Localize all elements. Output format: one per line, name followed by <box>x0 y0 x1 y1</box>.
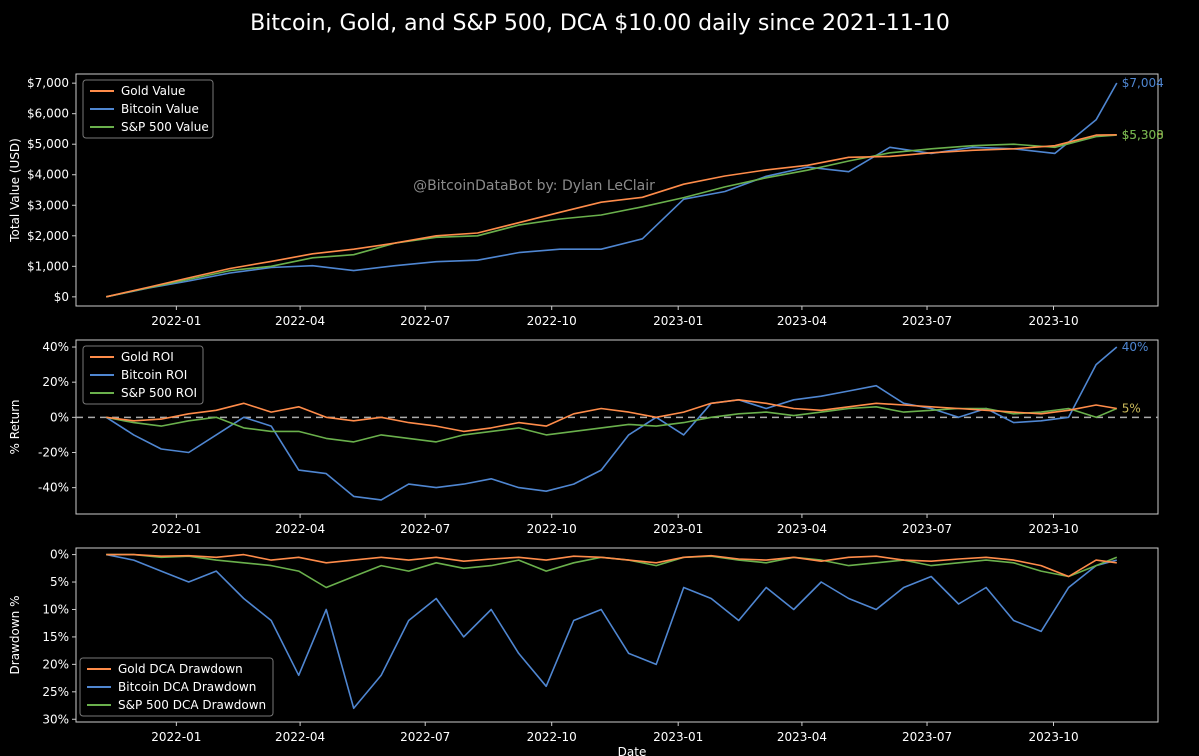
x-tick-label: 2023-10 <box>1028 730 1078 744</box>
x-tick-label: 2023-04 <box>777 522 827 536</box>
x-tick-label: 2022-10 <box>527 730 577 744</box>
y-tick-label: $0 <box>54 290 69 304</box>
chart-title: Bitcoin, Gold, and S&P 500, DCA $10.00 d… <box>250 11 950 36</box>
x-tick-label: 2022-07 <box>400 522 450 536</box>
panel-value: $0 $1,000 $2,000 $3,000 $4,000 $5,000 $6,000 $7… <box>8 73 1164 328</box>
x-tick-label: 2022-01 <box>151 314 201 328</box>
x-tick-label: 2022-10 <box>527 314 577 328</box>
x-axis-label: Date <box>618 745 647 756</box>
legend-label-gold: Gold Value <box>121 84 185 98</box>
legend-label-bitcoin: Bitcoin ROI <box>121 368 187 382</box>
series-line-sp500 <box>106 134 1117 298</box>
y-tick-label: 5% <box>50 575 69 589</box>
y-tick-label: 0% <box>50 548 69 562</box>
y-axis-label: % Return <box>8 399 22 454</box>
legend-box <box>79 657 274 717</box>
legend-label-sp500: S&P 500 ROI <box>121 386 197 400</box>
series-line-sp500 <box>106 405 1118 443</box>
x-tick-label: 2022-04 <box>275 730 325 744</box>
y-tick-label: -40% <box>38 481 69 495</box>
panel-roi: 40% 20% 0% -20% -40% 2022-01 2022-04 2022-07 202… <box>8 339 1159 536</box>
x-tick-label: 2023-07 <box>902 522 952 536</box>
x-tick-label: 2022-04 <box>275 314 325 328</box>
x-tick-label: 2023-01 <box>653 730 703 744</box>
x-tick-label: 2023-04 <box>777 730 827 744</box>
end-label-bitcoin: $7,004 <box>1122 76 1164 90</box>
y-tick-label: 20% <box>42 375 69 389</box>
end-label-bitcoin: 40% <box>1122 340 1149 354</box>
plot-frame <box>75 547 1159 723</box>
y-tick-label: $5,000 <box>27 137 69 151</box>
series-line-sp500 <box>106 553 1118 589</box>
series-line-bitcoin <box>106 553 1118 710</box>
y-tick-label: 20% <box>42 657 69 671</box>
y-tick-label: $6,000 <box>27 107 69 121</box>
legend-label-sp500: S&P 500 DCA Drawdown <box>118 698 266 712</box>
x-tick-label: 2022-01 <box>151 522 201 536</box>
y-tick-label: 0% <box>50 410 69 424</box>
x-tick-label: 2023-01 <box>653 314 703 328</box>
legend-label-sp500: S&P 500 Value <box>121 120 209 134</box>
y-tick-label: $7,000 <box>27 76 69 90</box>
x-tick-label: 2023-01 <box>653 522 703 536</box>
x-tick-label: 2022-10 <box>527 522 577 536</box>
y-tick-label: $3,000 <box>27 198 69 212</box>
x-tick-label: 2023-10 <box>1028 314 1078 328</box>
x-tick-label: 2023-04 <box>777 314 827 328</box>
legend-label-bitcoin: Bitcoin Value <box>121 102 199 116</box>
end-label-sp500: $5,300 <box>1122 128 1164 142</box>
y-tick-label: $2,000 <box>27 229 69 243</box>
x-tick-label: 2022-07 <box>400 314 450 328</box>
x-tick-label: 2023-07 <box>902 314 952 328</box>
x-tick-label: 2022-01 <box>151 730 201 744</box>
plot-frame <box>75 339 1159 515</box>
x-tick-label: 2022-07 <box>400 730 450 744</box>
y-tick-label: 25% <box>42 685 69 699</box>
series-line-gold <box>106 398 1117 433</box>
series-line-gold <box>106 553 1117 578</box>
y-axis-label: Total Value (USD) <box>8 138 22 243</box>
y-tick-label: 40% <box>42 340 69 354</box>
series-line-bitcoin <box>105 346 1118 501</box>
y-tick-label: 10% <box>42 602 69 616</box>
watermark: @BitcoinDataBot by: Dylan LeClair <box>413 178 655 194</box>
y-tick-label: 30% <box>42 712 69 726</box>
y-axis-label: Drawdown % <box>8 596 22 675</box>
legend-box <box>82 345 204 405</box>
y-tick-label: $4,000 <box>27 168 69 182</box>
y-tick-label: $1,000 <box>27 259 69 273</box>
series-line-gold <box>106 134 1117 298</box>
y-tick-label: 15% <box>42 630 69 644</box>
legend-label-bitcoin: Bitcoin DCA Drawdown <box>118 680 256 694</box>
x-tick-label: 2022-04 <box>275 522 325 536</box>
end-label-gold: 5% <box>1122 402 1141 416</box>
legend-label-gold: Gold DCA Drawdown <box>118 662 243 676</box>
x-tick-label: 2023-10 <box>1028 522 1078 536</box>
plot-frame <box>75 73 1159 307</box>
legend-label-gold: Gold ROI <box>121 350 174 364</box>
series-line-bitcoin <box>106 82 1118 298</box>
legend-box <box>82 79 214 139</box>
end-label-gold: $5,308 <box>1122 128 1164 142</box>
x-tick-label: 2023-07 <box>902 730 952 744</box>
y-tick-label: -20% <box>38 445 69 459</box>
panel-drawdown: 0% 5% 10% 15% 20% 25% 30% 2022-01 2022-04 2022-07… <box>8 547 1159 744</box>
